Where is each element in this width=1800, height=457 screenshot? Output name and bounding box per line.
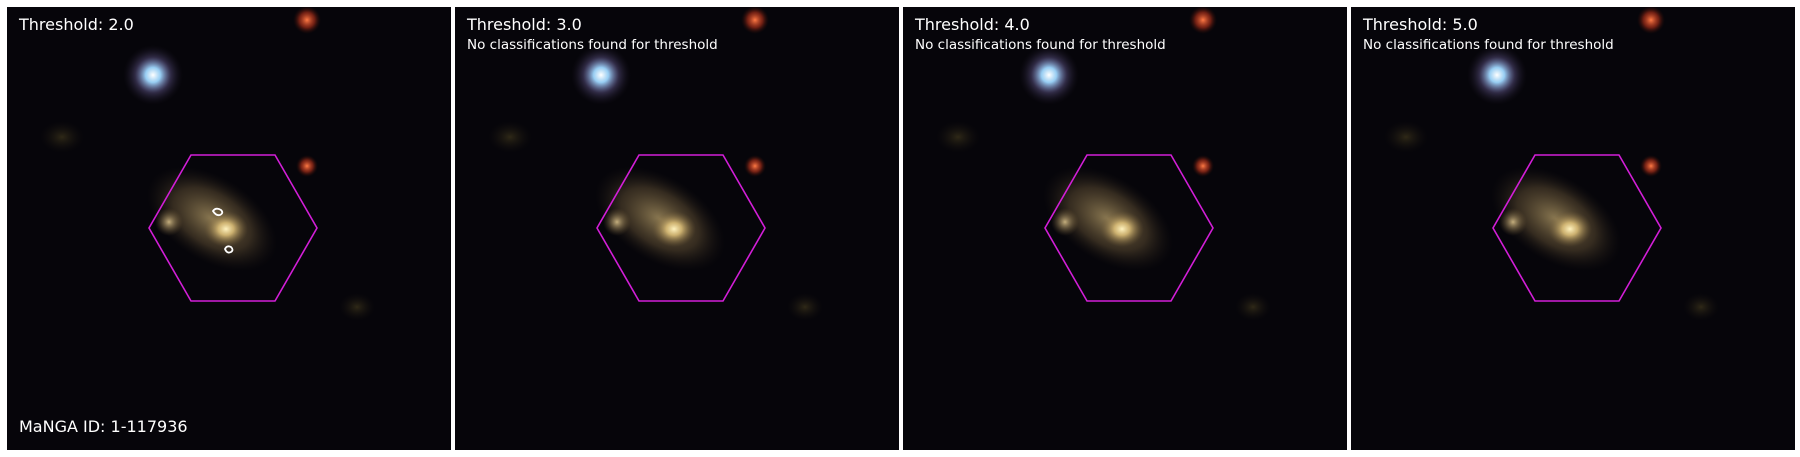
red-star: [1637, 7, 1665, 34]
faint-source: [936, 121, 980, 153]
red-star: [741, 7, 769, 34]
galaxy-core: [652, 211, 696, 247]
red-star: [1640, 155, 1662, 177]
red-star: [1192, 155, 1214, 177]
faint-source: [40, 121, 84, 153]
manga-id-label: MaNGA ID: 1-117936: [19, 417, 188, 436]
galaxy-core: [1100, 211, 1144, 247]
no-classifications-note: No classifications found for threshold: [467, 37, 718, 53]
panel-title: Threshold: 2.0: [19, 15, 134, 34]
galaxy-knot: [603, 208, 631, 236]
faint-source: [1235, 293, 1271, 321]
red-star: [296, 155, 318, 177]
ifu-hexagon: [596, 154, 766, 302]
galaxy-knot: [1051, 208, 1079, 236]
blue-star: [1467, 45, 1527, 105]
red-star: [744, 155, 766, 177]
image-panel-3: Threshold: 4.0 No classifications found …: [903, 7, 1347, 450]
classification-contour: [224, 245, 234, 254]
sky-image: [7, 7, 451, 450]
ifu-hexagon: [1492, 154, 1662, 302]
sky-image: [903, 7, 1347, 450]
no-classifications-note: No classifications found for threshold: [1363, 37, 1614, 53]
red-star: [293, 7, 321, 34]
blue-star: [1019, 45, 1079, 105]
galaxy-core: [1548, 211, 1592, 247]
faint-source: [1683, 293, 1719, 321]
panel-title: Threshold: 5.0: [1363, 15, 1478, 34]
panel-title: Threshold: 4.0: [915, 15, 1030, 34]
faint-source: [488, 121, 532, 153]
image-panel-1: Threshold: 2.0 MaNGA ID: 1-117936: [7, 7, 451, 450]
faint-source: [787, 293, 823, 321]
panel-title: Threshold: 3.0: [467, 15, 582, 34]
galaxy-knot: [155, 208, 183, 236]
blue-star: [571, 45, 631, 105]
ifu-hexagon: [148, 154, 318, 302]
faint-source: [339, 293, 375, 321]
faint-source: [1384, 121, 1428, 153]
sky-image: [455, 7, 899, 450]
image-panel-2: Threshold: 3.0 No classifications found …: [455, 7, 899, 450]
classification-contour: [211, 207, 224, 217]
sky-image: [1351, 7, 1795, 450]
no-classifications-note: No classifications found for threshold: [915, 37, 1166, 53]
blue-star: [123, 45, 183, 105]
galaxy-knot: [1499, 208, 1527, 236]
ifu-hexagon: [1044, 154, 1214, 302]
galaxy-core: [204, 211, 248, 247]
red-star: [1189, 7, 1217, 34]
image-panel-4: Threshold: 5.0 No classifications found …: [1351, 7, 1795, 450]
